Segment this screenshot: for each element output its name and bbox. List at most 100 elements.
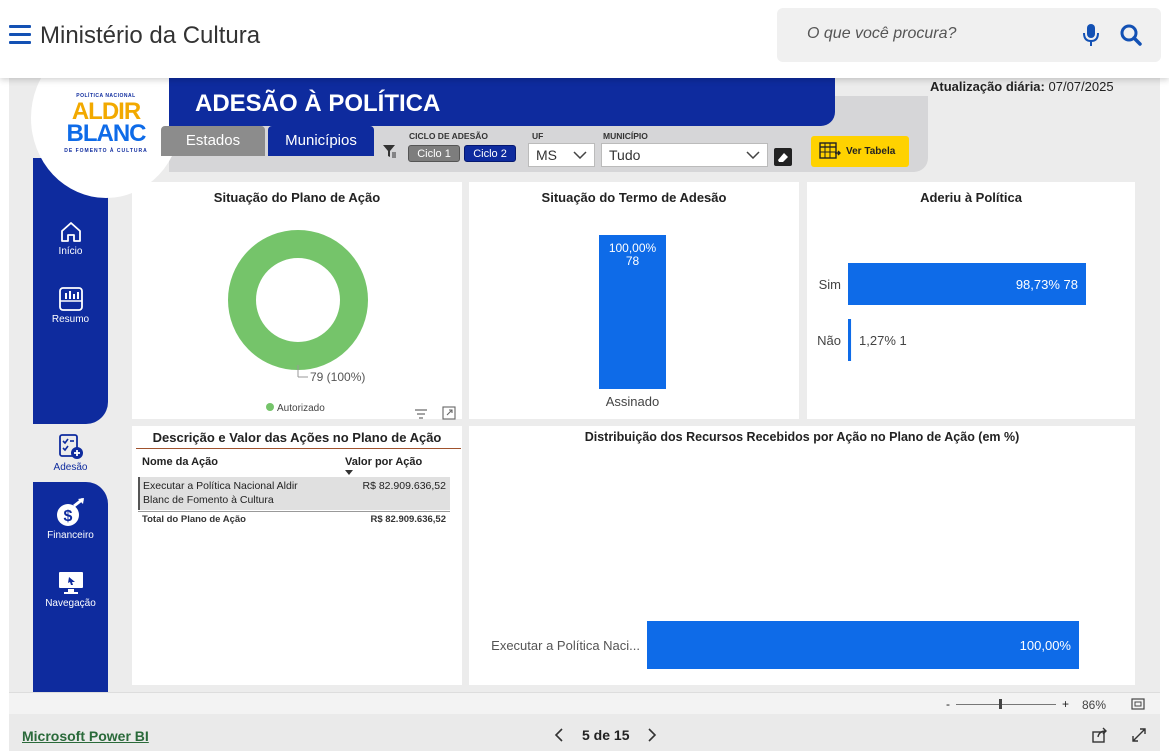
total-divider (138, 511, 450, 512)
row-valor: R$ 82.909.636,52 (362, 480, 447, 492)
bar-count-label: 78 (626, 254, 640, 268)
bar-assinado (599, 235, 666, 389)
table-row[interactable]: Executar a Política Nacional Aldir Blanc… (138, 477, 450, 510)
svg-text:$: $ (63, 508, 72, 525)
filter-icon[interactable] (414, 408, 428, 420)
title-band: ADESÃO À POLÍTICA (169, 78, 835, 126)
municipio-label: MUNICÍPIO (603, 131, 648, 141)
money-icon: $ (56, 498, 84, 526)
monitor-icon (58, 572, 83, 594)
zoom-bar: - + 86% (9, 692, 1160, 714)
zoom-plus-button[interactable]: + (1062, 697, 1070, 711)
nav-label: Resumo (51, 314, 90, 325)
page-indicator: 5 de 15 (582, 727, 630, 743)
search-input[interactable] (807, 25, 1067, 43)
checklist-icon (58, 434, 83, 459)
uf-value: MS (536, 147, 557, 163)
bar-não (848, 319, 852, 361)
ver-tabela-label: Ver Tabela (846, 146, 896, 157)
bar-sim (848, 263, 1086, 305)
zoom-level: 86% (1082, 698, 1107, 712)
clear-filter-funnel-icon[interactable] (383, 144, 397, 158)
chart-title: Situação do Termo de Adesão (541, 190, 727, 205)
nav-item-financeiro[interactable]: $ Financeiro (33, 498, 108, 541)
tab-municipios[interactable]: Municípios (268, 126, 374, 156)
next-page-icon[interactable] (647, 728, 657, 742)
distribuicao-bar-chart: Executar a Política Naci... 100,00% (491, 621, 1079, 669)
site-title[interactable]: Ministério da Cultura (40, 22, 261, 49)
bar-executar-politica (647, 621, 1079, 669)
chart-icon (58, 287, 83, 311)
ciclo-1-chip[interactable]: Ciclo 1 (408, 145, 460, 162)
nav-label: Adesão (53, 462, 88, 473)
update-label: Atualização diária: (930, 79, 1045, 94)
bar-percent-label: 100,00% (609, 241, 657, 255)
nav-item-inicio[interactable]: Início (33, 220, 108, 257)
logo-bottom-text: DE FOMENTO À CULTURA (64, 148, 148, 154)
termo-adesao-panel[interactable]: Situação do Termo de Adesão 100,00% 78 Ass… (469, 182, 799, 419)
bar-category-label: Executar a Política Naci... (491, 638, 640, 653)
nav-label: Navegação (45, 598, 96, 609)
focus-mode-icon[interactable] (442, 406, 456, 420)
legend-marker (266, 403, 274, 411)
hamburger-menu-icon[interactable] (9, 25, 31, 45)
ciclo-2-chip[interactable]: Ciclo 2 (464, 145, 516, 162)
plano-acao-panel[interactable]: Situação do Plano de Ação 79 (100%) Auto… (132, 182, 462, 420)
distribuicao-panel[interactable]: Distribuição dos Recursos Recebidos por … (469, 426, 1135, 685)
uf-label: UF (532, 131, 544, 141)
chart-title: Situação do Plano de Ação (213, 190, 381, 205)
total-label: Total do Plano de Ação (142, 514, 246, 525)
ciclo-label: CICLO DE ADESÃO (409, 131, 489, 141)
site-header: Ministério da Cultura (0, 0, 1169, 78)
zoom-minus-button[interactable]: - (946, 697, 950, 711)
nav-item-adesao[interactable]: Adesão (33, 434, 108, 473)
table-title: Descrição e Valor das Ações no Plano de … (152, 430, 442, 445)
eraser-icon[interactable] (774, 148, 792, 166)
powerbi-footer: Microsoft Power BI 5 de 15 (9, 714, 1160, 751)
sort-desc-icon (345, 470, 353, 475)
fullscreen-icon[interactable] (1131, 727, 1147, 743)
search-icon[interactable] (1119, 23, 1143, 47)
row-nome: Executar a Política Nacional Aldir Blanc… (143, 479, 298, 507)
bar-data-label: 98,73% 78 (1016, 277, 1078, 292)
uf-dropdown[interactable]: MS (528, 143, 595, 167)
microphone-icon[interactable] (1082, 23, 1100, 47)
table-icon (819, 142, 841, 159)
donut-chart: 79 (100%) Autorizado (228, 230, 368, 414)
previous-page-icon[interactable] (554, 728, 564, 742)
col-header-valor[interactable]: Valor por Ação (345, 456, 423, 468)
update-info: Atualização diária: 07/07/2025 (930, 79, 1114, 94)
nav-label: Início (58, 246, 83, 257)
row-nome-line2: Blanc de Fomento à Cultura (143, 494, 274, 506)
zoom-slider[interactable] (956, 704, 1056, 705)
bar-data-label: 100,00% (1020, 638, 1072, 653)
acoes-table-panel[interactable]: Descrição e Valor das Ações no Plano de … (132, 426, 462, 685)
ver-tabela-button[interactable]: Ver Tabela (811, 136, 909, 167)
chart-title: Distribuição dos Recursos Recebidos por … (584, 430, 1020, 444)
logo-word-aldir: ALDIR (71, 98, 141, 125)
home-icon (60, 222, 81, 242)
nav-item-resumo[interactable]: Resumo (33, 286, 108, 325)
nav-label: Financeiro (47, 530, 94, 541)
chart-title: Aderiu à Política (920, 190, 1022, 205)
aderiu-politica-panel[interactable]: Aderiu à Política Não 1,27% 1 Sim 98,73% 78 (807, 182, 1135, 419)
page-title: ADESÃO À POLÍTICA (195, 90, 441, 117)
bar-data-label: 1,27% 1 (859, 333, 907, 348)
bar-category-label: Não (817, 333, 841, 348)
bar-category-label: Assinado (606, 394, 659, 409)
tab-estados[interactable]: Estados (161, 126, 265, 156)
total-value: R$ 82.909.636,52 (370, 514, 446, 525)
municipio-value: Tudo (609, 147, 641, 163)
logo-top-text: POLÍTICA NACIONAL (76, 93, 136, 99)
share-icon[interactable] (1092, 727, 1108, 743)
fit-to-page-icon[interactable] (1131, 698, 1145, 710)
aderiu-bar-chart: Não 1,27% 1 Sim 98,73% 78 (817, 263, 1086, 361)
powerbi-link[interactable]: Microsoft Power BI (22, 728, 149, 744)
col-header-nome[interactable]: Nome da Ação (142, 456, 219, 468)
report-canvas: Início Resumo Adesão (9, 78, 1160, 692)
municipio-dropdown[interactable]: Tudo (601, 143, 768, 167)
search-box (777, 8, 1161, 62)
zoom-slider-thumb[interactable] (999, 699, 1002, 709)
left-nav: Início Resumo Adesão (33, 158, 108, 692)
nav-item-navegacao[interactable]: Navegação (33, 570, 108, 609)
